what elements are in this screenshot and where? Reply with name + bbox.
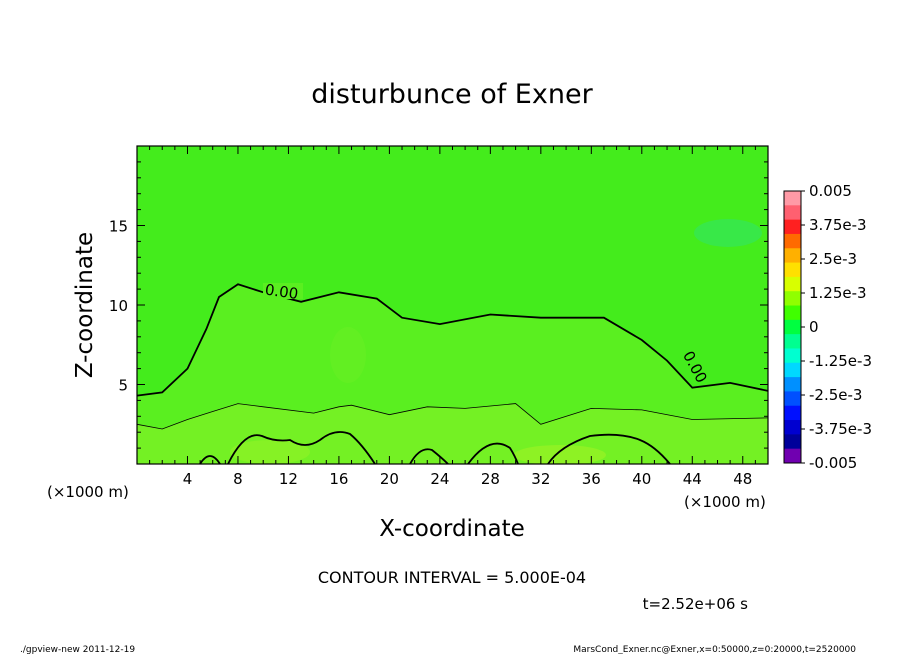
x-tick-label: 4: [183, 470, 193, 488]
y-tick-label: 10: [109, 297, 128, 315]
colorbar-swatch: [784, 448, 801, 464]
colorbar-labels: 0.005 3.75e-3 2.5e-3 1.25e-3 0 -1.25e-3 -2.5e-…: [801, 182, 872, 472]
x-tick-label: 12: [279, 470, 298, 488]
colorbar-label: -3.75e-3: [809, 420, 872, 438]
colorbar-swatch: [784, 391, 801, 407]
contour-line-lower: [137, 403, 768, 430]
x-unit-left: (×1000 m): [47, 483, 129, 501]
x-tick-label: 48: [733, 470, 752, 488]
colorbar-swatch: [784, 233, 801, 249]
x-tick-label: 16: [329, 470, 348, 488]
colorbar-swatch: [784, 405, 801, 421]
highlight-patch-bottom: [514, 445, 606, 464]
contour-bump-4: [467, 442, 519, 464]
x-tick-label: 24: [430, 470, 449, 488]
colorbar-swatch: [784, 205, 801, 221]
colorbar-swatch: [784, 291, 801, 307]
contour-bump-1: [199, 455, 221, 464]
x-tick-label: 8: [233, 470, 243, 488]
colorbar-label: 0.005: [809, 182, 852, 200]
contour-interval-text: CONTOUR INTERVAL = 5.000E-04: [318, 568, 586, 587]
y-tick-label: 5: [118, 377, 128, 395]
colorbar-swatch: [784, 348, 801, 364]
footer-right: MarsCond_Exner.nc@Exner,x=0:50000,z=0:20…: [573, 645, 856, 654]
colorbar-label: 1.25e-3: [809, 284, 867, 302]
contour-label-bg-1: [263, 283, 303, 299]
x-tick-label: 36: [582, 470, 601, 488]
x-tick-label: 44: [683, 470, 702, 488]
x-tick-label: 32: [531, 470, 550, 488]
highlight-patch-bottom-left: [230, 440, 310, 464]
colorbar: [783, 190, 802, 464]
colorbar-swatch: [784, 434, 801, 450]
colorbar-swatch: [784, 248, 801, 264]
chart-title: disturbunce of Exner: [311, 79, 593, 110]
y-tick-label: 15: [109, 218, 128, 236]
time-text: t=2.52e+06 s: [643, 595, 749, 613]
x-axis-ticks: 4 8 12 16 20 24 28 32 36 40 44 48: [136, 146, 769, 488]
colorbar-swatch: [784, 276, 801, 292]
highlight-patch-mid: [330, 327, 366, 383]
y-axis-ticks: 5 10 15: [109, 145, 768, 465]
y-axis-label: Z-coordinate: [72, 232, 98, 378]
x-axis-label: X-coordinate: [379, 516, 525, 542]
highlight-patch-upper-right: [694, 219, 762, 247]
colorbar-label: -1.25e-3: [809, 352, 872, 370]
colorbar-swatch: [784, 219, 801, 235]
contour-line-zero: [137, 283, 768, 397]
colorbar-swatch: [784, 377, 801, 392]
colorbar-label: 2.5e-3: [809, 250, 857, 268]
colorbar-swatch: [784, 334, 801, 349]
contour-bump-3: [409, 448, 449, 464]
colorbar-label: 0: [809, 318, 819, 336]
plot-area: [137, 146, 768, 464]
colorbar-swatch: [784, 191, 801, 206]
x-tick-label: 28: [481, 470, 500, 488]
contour-label-1: 0.00: [264, 281, 300, 303]
colorbar-label: -0.005: [809, 454, 857, 472]
colorbar-label: -2.5e-3: [809, 386, 862, 404]
colorbar-swatch: [784, 262, 801, 278]
contour-bump-2: [227, 431, 376, 464]
x-tick-label: 40: [632, 470, 651, 488]
colorbar-swatch: [784, 362, 801, 378]
colorbar-swatch: [784, 420, 801, 435]
x-unit-right: (×1000 m): [684, 493, 766, 511]
x-tick-label: 20: [380, 470, 399, 488]
colorbar-swatch: [784, 319, 801, 335]
colorbar-swatch: [784, 305, 801, 321]
contour-bump-5: [547, 433, 671, 464]
footer-left: ./gpview-new 2011-12-19: [20, 645, 135, 654]
colorbar-label: 3.75e-3: [809, 216, 867, 234]
